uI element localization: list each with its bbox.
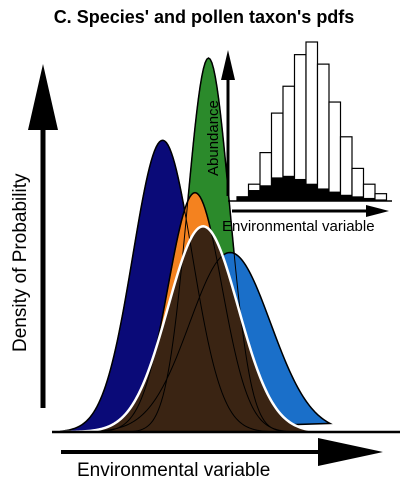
inset-x-axis-arrow — [232, 205, 389, 217]
inset-bar-subset — [248, 190, 261, 201]
inset-bar-subset — [294, 178, 307, 201]
inset-bar-total — [351, 167, 365, 201]
inset-bar-total — [293, 54, 307, 201]
inset-bar-subset — [305, 183, 318, 201]
inset-bar-total — [339, 136, 353, 201]
inset-bar-subset — [328, 191, 341, 201]
inset-bar-subset — [282, 175, 295, 201]
inset-bar-total — [374, 193, 388, 201]
inset-bar-subset — [259, 185, 272, 201]
inset-bar-total — [316, 63, 330, 201]
inset-chart: Abundance Environmental variable — [205, 41, 392, 235]
figure-title: C. Species' and pollen taxon's pdfs — [53, 7, 355, 27]
x-axis-arrow — [61, 438, 383, 466]
inset-y-axis-arrow — [221, 50, 235, 196]
y-axis-arrow — [28, 64, 58, 408]
curve-pollen-fill — [60, 226, 330, 432]
inset-bar-subset — [271, 177, 284, 201]
curve-pollen-outline — [59, 225, 331, 434]
inset-bars — [236, 41, 388, 201]
inset-bar-total — [362, 183, 376, 201]
inset-bar-subset — [340, 194, 353, 201]
inset-bar-subset — [351, 196, 364, 201]
y-axis-label: Density of Probability — [10, 173, 31, 352]
curve-blue-outline — [60, 251, 331, 433]
x-axis-label: Environmental variable — [77, 460, 270, 481]
inset-bar-subset — [236, 196, 249, 201]
inset-bar-subset — [317, 188, 330, 201]
inset-bar-total — [305, 41, 319, 201]
inset-bar-subset — [363, 197, 376, 201]
inset-x-axis-label: Environmental variable — [222, 218, 375, 235]
inset-y-axis-label: Abundance — [205, 100, 222, 176]
inset-bar-total — [328, 101, 342, 201]
